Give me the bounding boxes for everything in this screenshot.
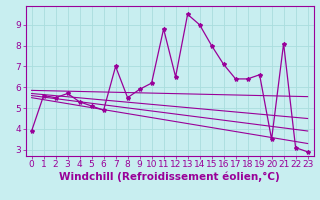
X-axis label: Windchill (Refroidissement éolien,°C): Windchill (Refroidissement éolien,°C)	[59, 172, 280, 182]
